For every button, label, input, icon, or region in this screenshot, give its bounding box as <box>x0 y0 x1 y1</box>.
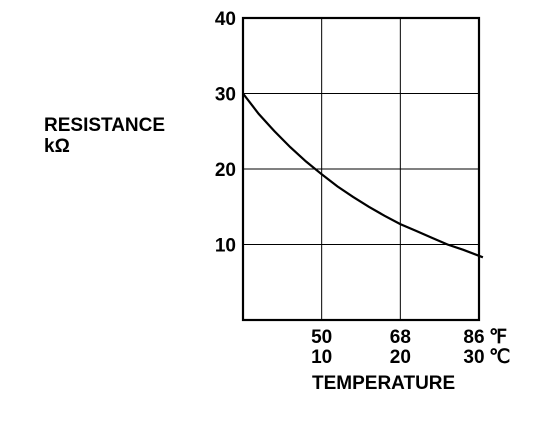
resistance-curve <box>242 92 484 259</box>
x-tick-label-fahrenheit: 68 <box>390 327 411 348</box>
y-tick-labels: 10 20 30 40 <box>215 9 236 257</box>
x-axis-label: TEMPERATURE <box>312 373 455 394</box>
grid-lines <box>243 18 479 320</box>
x-tick-label-fahrenheit: 50 <box>311 327 332 348</box>
plot-frame <box>241 16 481 322</box>
y-tick-label: 20 <box>215 160 236 181</box>
x-tick-label-celsius: 20 <box>390 347 411 368</box>
x-unit-fahrenheit: ℉ <box>489 327 507 348</box>
y-tick-label: 30 <box>215 85 236 106</box>
x-tick-label-celsius: 30 <box>463 347 484 368</box>
x-tick-label-celsius: 10 <box>311 347 332 368</box>
y-axis-label: RESISTANCE <box>44 115 165 136</box>
x-tick-label-fahrenheit: 86 <box>463 327 484 348</box>
y-tick-label: 40 <box>215 9 236 30</box>
x-unit-celsius: ℃ <box>489 347 510 368</box>
y-tick-label: 10 <box>215 236 236 257</box>
y-axis-unit: kΩ <box>44 136 70 157</box>
